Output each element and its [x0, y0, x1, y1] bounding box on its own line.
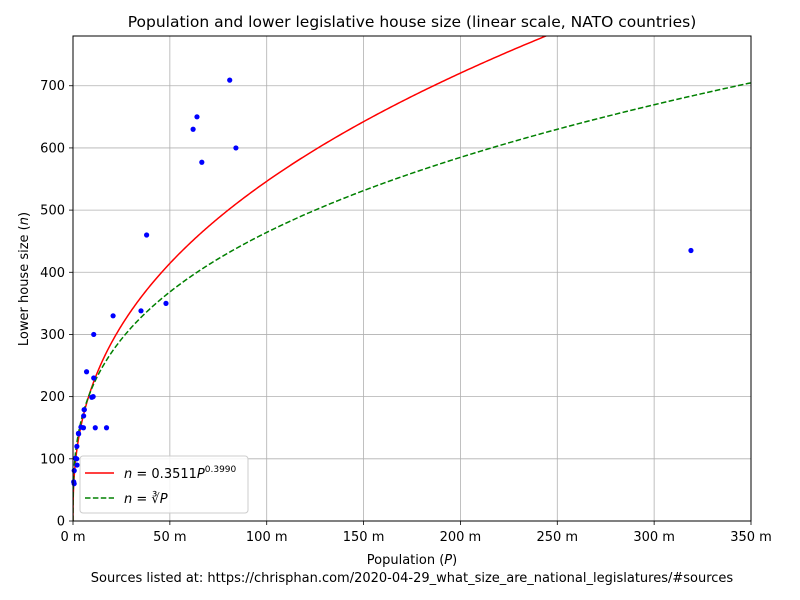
- x-tick-label: 350 m: [730, 530, 772, 545]
- sources-footer: Sources listed at: https://chrisphan.com…: [91, 571, 734, 586]
- data-point: [103, 425, 110, 431]
- data-point: [71, 481, 77, 487]
- data-point: [144, 232, 150, 238]
- x-tick-label: 250 m: [536, 530, 578, 545]
- data-point: [91, 331, 97, 338]
- y-tick-label: 400: [40, 266, 65, 281]
- data-point: [76, 431, 82, 437]
- cube-root-curve: [73, 82, 751, 521]
- data-point: [74, 443, 80, 449]
- data-point: [71, 468, 77, 474]
- data-point: [81, 413, 87, 419]
- x-tick-label: 150 m: [343, 530, 385, 545]
- y-tick-label: 500: [40, 204, 65, 219]
- x-tick-label: 0 m: [60, 530, 85, 545]
- y-tick-label: 300: [40, 328, 65, 343]
- legend-label: n = ∛P: [124, 491, 168, 507]
- data-point: [138, 308, 144, 314]
- data-point: [233, 145, 239, 151]
- legend: n = 0.3511P0.3990 n = ∛P: [79, 455, 249, 514]
- y-tick-label: 200: [40, 390, 65, 405]
- data-points: [71, 77, 694, 487]
- data-point: [80, 425, 87, 431]
- data-point: [90, 394, 96, 400]
- y-axis-title: Lower house size (n): [17, 212, 32, 346]
- data-point: [91, 375, 97, 381]
- x-tick-label: 100 m: [246, 530, 288, 545]
- chart-title: Population and lower legislative house s…: [128, 13, 697, 31]
- y-tick-label: 600: [40, 141, 65, 156]
- legend-box: [79, 455, 249, 514]
- data-point: [227, 77, 233, 83]
- data-point: [81, 407, 87, 413]
- data-point: [74, 462, 80, 468]
- x-axis-title: Population (P): [367, 553, 457, 568]
- legend-label: n = 0.3511P0.3990: [124, 465, 237, 482]
- data-point: [190, 126, 196, 132]
- y-tick-label: 700: [40, 79, 65, 94]
- data-point: [199, 159, 205, 165]
- data-point: [92, 425, 98, 431]
- data-point: [163, 300, 169, 306]
- x-tick-label: 200 m: [440, 530, 482, 545]
- y-tick-label: 100: [40, 452, 65, 467]
- plot-frame: [72, 35, 752, 522]
- x-tick-label: 50 m: [153, 530, 186, 545]
- data-point: [688, 247, 694, 254]
- data-point: [74, 456, 80, 462]
- data-point: [83, 369, 90, 375]
- data-point: [194, 114, 200, 120]
- axis-ticks: 0 m 50 m 100 m 150 m 200 m 250 m 300 m 350 m 0 10…: [40, 79, 772, 545]
- fit-curves: [73, 36, 751, 521]
- data-point: [110, 313, 116, 319]
- y-tick-label: 0: [57, 515, 65, 530]
- x-tick-label: 300 m: [633, 530, 675, 545]
